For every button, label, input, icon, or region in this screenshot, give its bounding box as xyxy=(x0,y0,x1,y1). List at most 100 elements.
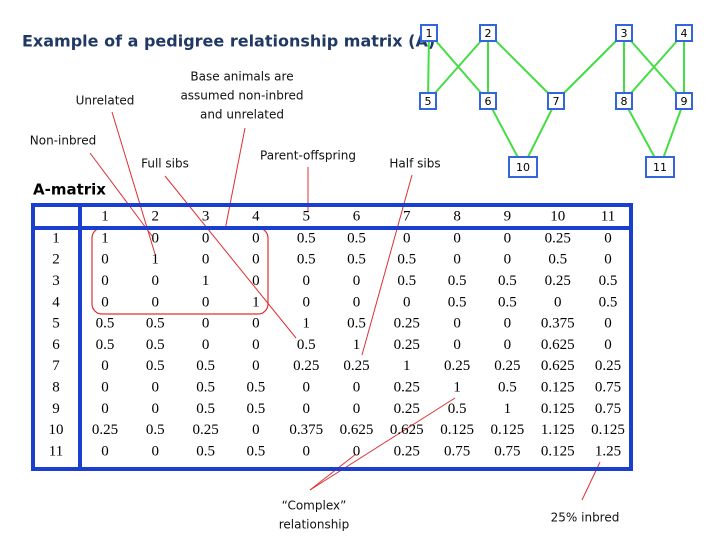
cell: 0.5 xyxy=(448,294,467,310)
cell: 0.75 xyxy=(444,443,470,459)
cell: 0.5 xyxy=(297,252,316,268)
cell: 0 xyxy=(252,252,260,268)
annotation: Full sibs xyxy=(141,157,189,171)
cell: 0 xyxy=(302,401,310,417)
cell: 1 xyxy=(152,252,160,268)
cell: 0 xyxy=(453,252,461,268)
column-header: 3 xyxy=(202,208,210,224)
cell: 0 xyxy=(101,294,109,310)
column-header: 5 xyxy=(302,208,310,224)
node-label: 6 xyxy=(485,95,492,108)
cell: 0.25 xyxy=(343,358,369,374)
node-label: 10 xyxy=(516,161,530,174)
cell: 0.375 xyxy=(541,316,575,332)
cell: 0.25 xyxy=(545,273,571,289)
row-label: 1 xyxy=(52,230,60,246)
column-header: 7 xyxy=(403,208,411,224)
cell: 0.5 xyxy=(247,380,266,396)
cell: 0 xyxy=(101,443,109,459)
cell: 0.25 xyxy=(92,422,118,438)
annotation: relationship xyxy=(279,518,350,532)
cell: 0 xyxy=(403,294,411,310)
row-label: 7 xyxy=(52,358,60,374)
cell: 0.75 xyxy=(494,443,520,459)
pedigree-node xyxy=(615,24,633,42)
table-border xyxy=(31,203,633,471)
cell: 0.625 xyxy=(390,422,424,438)
cell: 0.5 xyxy=(397,252,416,268)
title: Example of a pedigree relationship matri… xyxy=(22,32,435,51)
column-header: 6 xyxy=(353,208,361,224)
column-header: 10 xyxy=(550,208,565,224)
cell: 0 xyxy=(554,294,562,310)
cell: 0.125 xyxy=(440,422,474,438)
row-label: 10 xyxy=(49,422,64,438)
pedigree-edge xyxy=(555,32,625,102)
pedigree-node xyxy=(675,24,693,42)
cell: 0 xyxy=(101,252,109,268)
table-caption: A-matrix xyxy=(33,181,106,199)
cell: 0 xyxy=(302,273,310,289)
row-label: 6 xyxy=(52,337,60,353)
cell: 0 xyxy=(403,230,411,246)
cell: 0.625 xyxy=(541,337,575,353)
cell: 0 xyxy=(453,316,461,332)
cell: 0.5 xyxy=(196,358,215,374)
cell: 0.5 xyxy=(599,294,618,310)
cell: 0 xyxy=(604,252,612,268)
cell: 1 xyxy=(453,380,461,396)
cell: 0 xyxy=(152,380,160,396)
cell: 0 xyxy=(202,252,210,268)
node-label: 2 xyxy=(485,27,492,40)
column-header: 8 xyxy=(453,208,461,224)
cell: 1 xyxy=(252,294,260,310)
annotation: Parent-offspring xyxy=(260,149,356,163)
pedigree-node xyxy=(479,92,497,110)
cell: 1 xyxy=(101,230,109,246)
annotation: Half sibs xyxy=(389,157,440,171)
node-label: 5 xyxy=(425,95,432,108)
cell: 1 xyxy=(403,358,411,374)
cell: 0.5 xyxy=(599,273,618,289)
cell: 0 xyxy=(152,230,160,246)
cell: 0.5 xyxy=(196,401,215,417)
cell: 0.5 xyxy=(297,337,316,353)
cell: 0 xyxy=(504,337,512,353)
cell: 0.5 xyxy=(448,273,467,289)
cell: 0.25 xyxy=(394,380,420,396)
cell: 0.5 xyxy=(498,380,517,396)
cell: 0.25 xyxy=(192,422,218,438)
cell: 0 xyxy=(604,337,612,353)
pedigree-edge xyxy=(427,32,489,102)
cell: 0.5 xyxy=(146,316,165,332)
cell: 0.625 xyxy=(541,358,575,374)
cell: 0 xyxy=(252,273,260,289)
cell: 0.5 xyxy=(297,230,316,246)
row-label: 2 xyxy=(52,252,60,268)
annotation: “Complex” xyxy=(282,499,347,513)
annotation: Base animals are xyxy=(190,70,293,84)
cell: 0 xyxy=(202,316,210,332)
cell: 0 xyxy=(101,380,109,396)
cell: 0.125 xyxy=(541,380,575,396)
column-header: 1 xyxy=(101,208,109,224)
row-label: 3 xyxy=(52,273,60,289)
node-label: 3 xyxy=(621,27,628,40)
cell: 1 xyxy=(504,401,512,417)
cell: 0.5 xyxy=(448,401,467,417)
cell: 0.5 xyxy=(247,401,266,417)
node-label: 11 xyxy=(653,161,667,174)
row-label: 4 xyxy=(52,294,60,310)
cell: 0 xyxy=(302,294,310,310)
cell: 0 xyxy=(252,337,260,353)
cell: 0 xyxy=(152,273,160,289)
pedigree-edge xyxy=(487,32,557,102)
row-label: 5 xyxy=(52,316,60,332)
cell: 0.5 xyxy=(196,443,215,459)
column-header: 4 xyxy=(252,208,260,224)
cell: 0 xyxy=(353,401,361,417)
cell: 1 xyxy=(353,337,361,353)
cell: 0.5 xyxy=(498,273,517,289)
cell: 0 xyxy=(604,316,612,332)
